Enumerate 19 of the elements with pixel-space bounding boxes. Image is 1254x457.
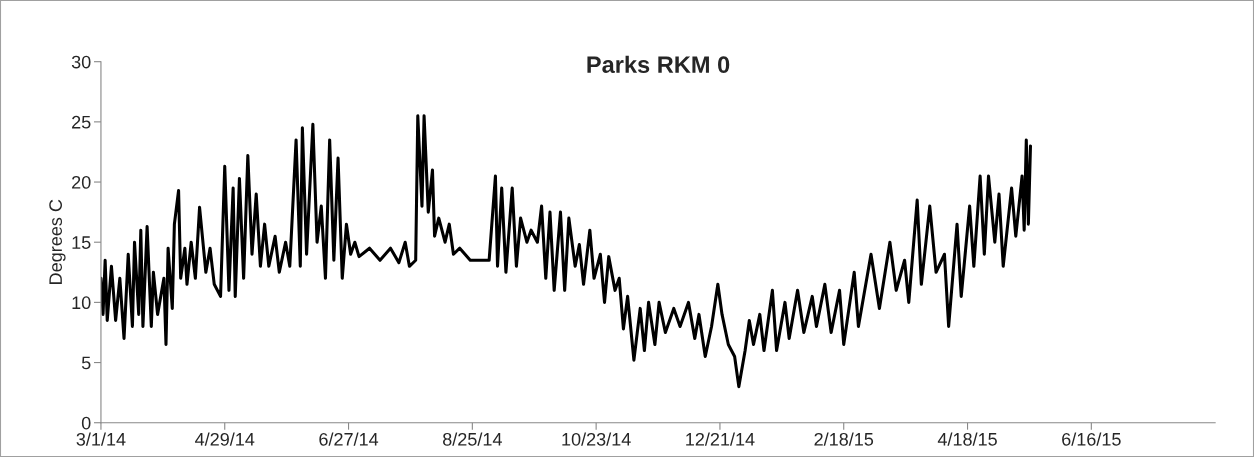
x-tick-label: 10/23/14 bbox=[562, 432, 631, 446]
line-series bbox=[100, 114, 1033, 389]
y-axis-title: Degrees C bbox=[49, 199, 66, 284]
x-tick-label: 4/29/14 bbox=[195, 432, 255, 446]
x-tick-label: 12/21/14 bbox=[686, 432, 755, 446]
chart-title: Parks RKM 0 bbox=[587, 55, 730, 74]
x-tick-label: 4/18/15 bbox=[937, 432, 997, 446]
x-tick-label: 6/16/15 bbox=[1062, 432, 1121, 446]
y-tick-label: 15 bbox=[72, 236, 91, 249]
x-tick-label: 2/18/15 bbox=[814, 432, 874, 446]
y-tick-label: 5 bbox=[81, 356, 91, 370]
y-tick-label: 0 bbox=[81, 416, 91, 430]
y-tick-label: 10 bbox=[72, 296, 91, 310]
x-tick-label: 6/27/14 bbox=[319, 432, 379, 446]
x-tick-label: 8/25/14 bbox=[443, 432, 502, 446]
x-tick-label: 3/1/14 bbox=[76, 432, 126, 446]
y-tick-label: 25 bbox=[72, 115, 91, 129]
y-tick-label: 20 bbox=[72, 175, 91, 189]
y-tick-label: 30 bbox=[71, 55, 91, 69]
